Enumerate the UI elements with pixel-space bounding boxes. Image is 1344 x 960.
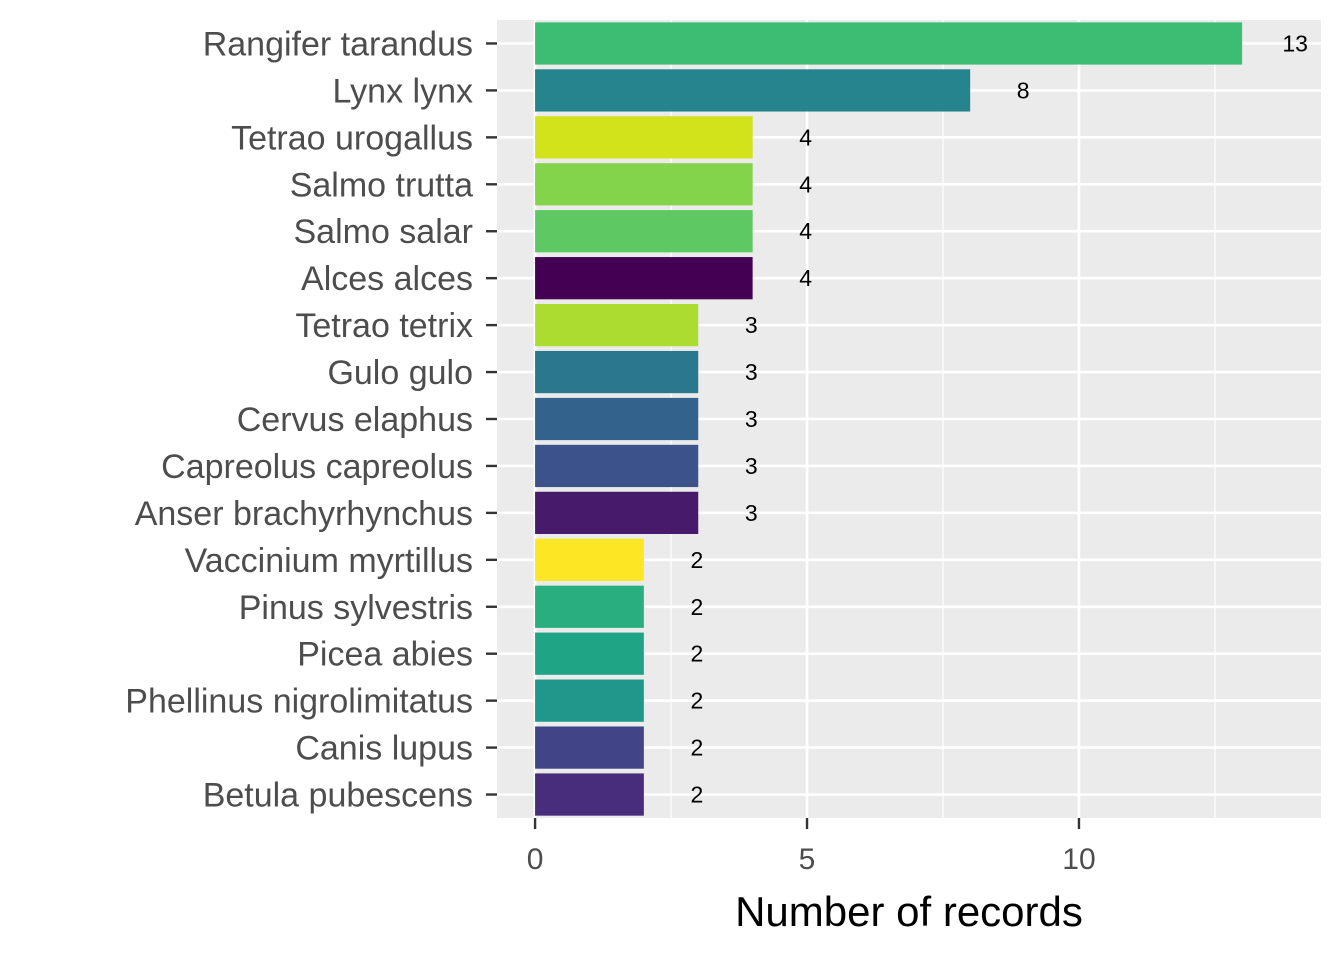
category-label: Phellinus nigrolimitatus <box>125 683 473 721</box>
data-label: 3 <box>745 312 758 338</box>
category-label: Capreolus capreolus <box>161 448 473 486</box>
data-label: 3 <box>745 359 758 385</box>
bars <box>535 22 1243 816</box>
data-label: 4 <box>799 124 812 150</box>
category-label: Lynx lynx <box>333 72 473 110</box>
data-label: 3 <box>745 500 758 526</box>
bar <box>535 69 971 112</box>
data-label: 2 <box>690 735 703 761</box>
category-label: Canis lupus <box>295 730 473 768</box>
category-label: Gulo gulo <box>327 354 473 392</box>
data-label: 3 <box>745 453 758 479</box>
x-axis-title: Number of records <box>735 888 1083 935</box>
data-label: 4 <box>799 265 812 291</box>
bar <box>535 22 1243 65</box>
bar <box>535 257 753 300</box>
category-label: Salmo salar <box>293 213 473 251</box>
x-tick-label: 10 <box>1062 843 1095 876</box>
category-label: Alces alces <box>301 260 473 298</box>
data-label: 2 <box>690 641 703 667</box>
bar <box>535 350 699 394</box>
data-label: 8 <box>1017 77 1030 103</box>
bar <box>535 210 753 253</box>
bar <box>535 163 753 206</box>
category-label: Vaccinium myrtillus <box>185 542 473 580</box>
x-tick-label: 0 <box>527 843 544 876</box>
data-labels: 13 8 4 4 4 4 3 3 3 3 3 2 2 2 2 2 2 <box>690 30 1307 807</box>
bar <box>535 444 699 488</box>
category-label: Rangifer tarandus <box>203 25 473 63</box>
bar <box>535 726 644 769</box>
x-tick-label: 5 <box>799 843 816 876</box>
category-label: Tetrao tetrix <box>295 307 473 345</box>
category-label: Cervus elaphus <box>237 401 473 439</box>
bar <box>535 116 753 159</box>
bar <box>535 585 644 628</box>
bar <box>535 679 644 722</box>
y-axis: Rangifer tarandus Lynx lynx Tetrao urogall… <box>125 25 497 815</box>
data-label: 2 <box>690 547 703 573</box>
bar <box>535 397 699 441</box>
bar <box>535 632 644 675</box>
data-label: 4 <box>799 218 812 244</box>
category-label: Anser brachyrhynchus <box>135 495 473 533</box>
data-label: 2 <box>690 688 703 714</box>
category-label: Pinus sylvestris <box>239 589 473 627</box>
data-label: 2 <box>690 782 703 808</box>
category-label: Tetrao urogallus <box>231 119 473 157</box>
category-label: Picea abies <box>297 636 473 674</box>
bar <box>535 538 644 581</box>
category-label: Betula pubescens <box>203 777 473 815</box>
data-label: 3 <box>745 406 758 432</box>
bar <box>535 303 699 347</box>
bar <box>535 491 699 535</box>
category-label: Salmo trutta <box>290 166 473 204</box>
data-label: 4 <box>799 171 812 197</box>
data-label: 13 <box>1282 30 1308 56</box>
x-axis: 0 5 10 <box>527 818 1096 876</box>
bar <box>535 773 644 816</box>
data-label: 2 <box>690 594 703 620</box>
